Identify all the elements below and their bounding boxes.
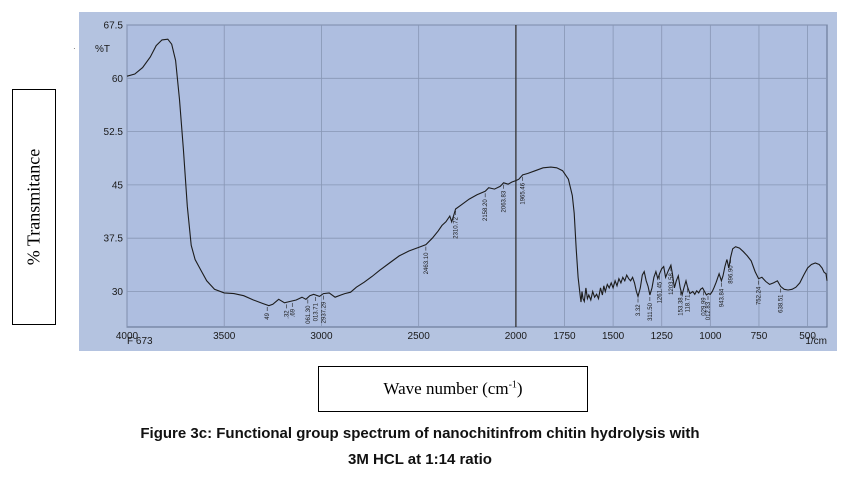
peak-label: 1965.46 <box>521 182 527 204</box>
inner-x-unit-label: 1/cm <box>805 336 827 347</box>
y-tick-label: 37.5 <box>104 234 124 245</box>
y-tick-label: 67.5 <box>104 21 124 32</box>
plot-area <box>126 24 828 328</box>
x-tick-label: 4000 <box>116 331 139 342</box>
peak-label: 638.51 <box>779 294 785 313</box>
peak-label: 1261.45 <box>658 281 664 303</box>
caption-line-1: Figure 3c: Functional group spectrum of … <box>140 425 700 442</box>
x-axis-label-close: ) <box>516 379 523 398</box>
spectrum-series-line <box>126 38 828 307</box>
peak-label: .32 <box>284 310 290 319</box>
spectrum-chart: 49 .32.69 061.30 013.71 2937.29 2463.10 2310.7… <box>95 21 828 347</box>
x-tick-label: 3000 <box>310 331 333 342</box>
x-axis-label-exponent: -1 <box>508 379 517 391</box>
peak-label: 49 <box>265 312 271 319</box>
peak-label: 2063.83 <box>502 190 508 212</box>
caption-line-2: 3M HCL at 1:14 ratio <box>348 451 492 468</box>
peak-label: 2310.72 <box>454 216 460 238</box>
x-axis-label: Wave number (cm-1) <box>383 379 522 399</box>
y-tick-label: 45 <box>112 180 124 191</box>
y-tick-label: 30 <box>112 287 124 298</box>
y-tick-label: 52.5 <box>104 127 124 138</box>
x-axis-label-main: Wave number (cm <box>383 379 509 398</box>
peak-label: 118.71 <box>685 294 691 313</box>
peak-labels: 49 .32.69 061.30 013.71 2937.29 2463.10 2310.7… <box>265 176 785 324</box>
peak-label: .69 <box>290 308 296 317</box>
peak-label: 2463.10 <box>424 252 430 274</box>
spectrum-chart-panel: 49 .32.69 061.30 013.71 2937.29 2463.10 2310.7… <box>79 12 837 351</box>
peak-label: 029.99 <box>701 297 707 316</box>
peak-label: 896.90 <box>729 265 735 284</box>
x-tick-label: 1250 <box>651 331 674 342</box>
figure-caption: Figure 3c: Functional group spectrum of … <box>60 421 780 473</box>
peak-label: 061.30 <box>306 305 312 324</box>
stray-dot-mark: · <box>73 44 76 53</box>
x-tick-label: 1750 <box>553 331 576 342</box>
x-tick-label: 750 <box>751 331 768 342</box>
y-tick-label: 60 <box>112 74 124 85</box>
peak-label: 1203.58 <box>669 273 675 295</box>
x-tick-label: 1500 <box>602 331 625 342</box>
peak-label: 311.50 <box>648 302 654 321</box>
y-axis-label: % Transmitance <box>23 148 44 266</box>
peak-label: 3.32 <box>636 304 642 316</box>
inner-y-unit-label: %T <box>95 44 110 55</box>
y-axis-label-box: % Transmitance <box>12 89 56 325</box>
peak-label: 2937.29 <box>321 301 327 323</box>
x-tick-label: 3500 <box>213 331 236 342</box>
peak-label: 012.83 <box>706 301 712 320</box>
x-tick-label: 2500 <box>408 331 431 342</box>
x-tick-label: 2000 <box>505 331 528 342</box>
peak-label: 2158.20 <box>483 199 489 221</box>
x-tick-label: 1000 <box>699 331 722 342</box>
y-tick-labels: 30 37.5 45 52.5 60 67.5 <box>104 21 124 298</box>
peak-label: 752.24 <box>757 286 763 305</box>
peak-label: 013.71 <box>314 302 320 321</box>
x-tick-label: 500 <box>799 331 816 342</box>
instrument-id-label: F 673 <box>127 336 153 347</box>
x-axis-label-box: Wave number (cm-1) <box>318 366 588 412</box>
peak-label: 943.84 <box>719 288 725 307</box>
peak-label: 153.38 <box>679 297 685 316</box>
x-tick-labels: 4000 3500 3000 2500 2000 1750 1500 1250 1000 750 5… <box>116 331 816 342</box>
grid-lines <box>126 24 827 327</box>
